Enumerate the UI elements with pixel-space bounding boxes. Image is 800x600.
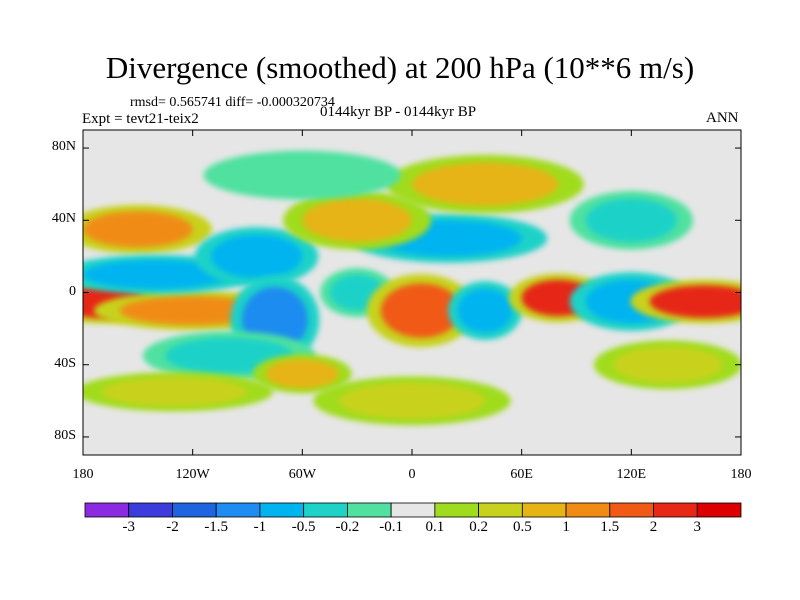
- colorbar-label: -1: [253, 519, 267, 535]
- x-tick-label: 60E: [510, 467, 533, 482]
- y-tick-label: 80S: [54, 427, 76, 443]
- x-tick-label: 60W: [288, 467, 316, 482]
- colorbar-label: -3: [122, 519, 135, 535]
- field-region: [412, 162, 559, 206]
- field-region: [229, 157, 376, 194]
- field-region: [83, 211, 193, 248]
- colorbar-label: -0.5: [291, 519, 316, 535]
- colorbar-label: -2: [166, 519, 179, 535]
- colorbar-box: [609, 502, 654, 518]
- field-region: [83, 260, 230, 289]
- field-region: [119, 296, 266, 325]
- x-tick-label: 0: [408, 467, 416, 482]
- y-tick-label: 40S: [54, 355, 76, 371]
- colorbar-box: [84, 502, 130, 518]
- colorbar-label: -0.1: [379, 519, 403, 535]
- colorbar-box: [128, 502, 173, 518]
- colorbar-label: 1: [562, 519, 570, 535]
- field-region: [338, 382, 486, 419]
- colorbar-label: 3: [693, 519, 702, 535]
- colorbar-box: [172, 502, 217, 518]
- colorbar-label: 0.2: [469, 519, 488, 535]
- field-region: [265, 359, 339, 389]
- experiment-label: Expt = tevt21-teix2: [82, 111, 199, 127]
- colorbar-box: [478, 502, 523, 518]
- field-regions: [83, 150, 741, 426]
- field-region: [585, 198, 678, 242]
- field-region: [457, 288, 513, 333]
- y-tick-label: 40N: [51, 211, 76, 227]
- colorbar-box: [303, 502, 348, 518]
- colorbar-label: -0.2: [335, 519, 360, 535]
- rmsd-label: rmsd= 0.565741 diff= -0.000320734: [130, 95, 335, 110]
- y-tick-label: 0: [69, 283, 76, 299]
- colorbar-box: [390, 502, 436, 518]
- colorbar-box: [696, 502, 742, 518]
- field-region: [101, 377, 248, 407]
- colorbar-box: [259, 502, 305, 518]
- colorbar-box: [215, 502, 261, 518]
- colorbar-box: [521, 502, 567, 518]
- field-region: [210, 234, 303, 279]
- colorbar-label: 1.5: [600, 519, 620, 535]
- colorbar-label: 0.1: [425, 519, 445, 535]
- colorbar-box: [565, 502, 611, 518]
- x-tick-label: 120E: [616, 467, 647, 482]
- field-region: [380, 283, 462, 338]
- field-region: [613, 346, 723, 383]
- colorbar-label: 2: [649, 519, 658, 535]
- x-tick-label: 180: [72, 467, 94, 482]
- colorbar-label: -1.5: [204, 519, 229, 535]
- field-region: [302, 198, 412, 242]
- colorbar-box: [346, 502, 392, 518]
- x-tick-label: 120W: [175, 467, 210, 482]
- chart-title: Divergence (smoothed) at 200 hPa (10**6 …: [105, 50, 695, 85]
- period-label: 0144kyr BP - 0144kyr BP: [320, 104, 477, 120]
- colorbar-label: 0.5: [512, 519, 532, 535]
- y-tick-label: 80N: [51, 139, 76, 155]
- x-tick-label: 180: [730, 467, 752, 482]
- season-label: ANN: [706, 110, 739, 126]
- colorbar-box: [653, 502, 698, 518]
- field-region: [649, 285, 741, 318]
- colorbar-box: [434, 502, 480, 518]
